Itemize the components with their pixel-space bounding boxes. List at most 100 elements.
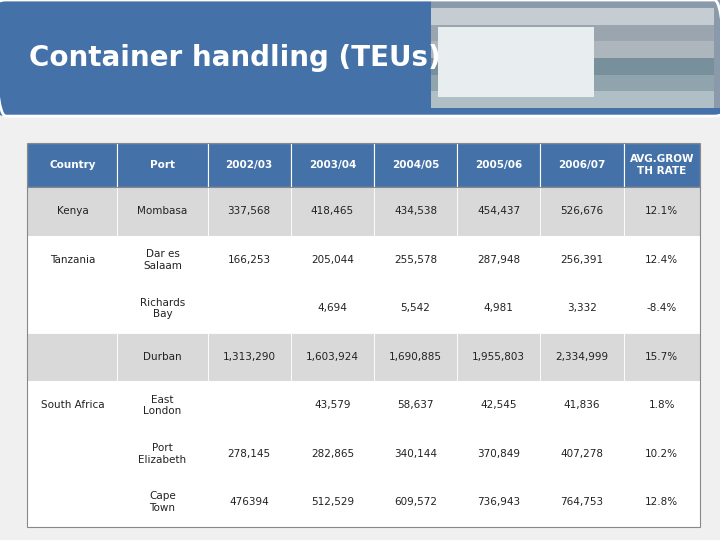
Bar	[374, 333, 457, 381]
Bar	[431, 91, 714, 108]
Bar	[27, 429, 117, 478]
Text: East
London: East London	[143, 395, 181, 416]
Bar	[207, 478, 291, 526]
Bar	[117, 429, 207, 478]
Bar	[541, 235, 624, 284]
Bar	[438, 27, 594, 97]
Text: 337,568: 337,568	[228, 206, 271, 217]
Text: 5,542: 5,542	[400, 303, 431, 313]
Bar	[374, 478, 457, 526]
Bar	[457, 381, 541, 429]
Text: 1,313,290: 1,313,290	[222, 352, 276, 362]
Text: 370,849: 370,849	[477, 449, 521, 459]
Text: 2006/07: 2006/07	[558, 160, 606, 170]
Bar	[291, 235, 374, 284]
Bar	[27, 235, 117, 284]
Bar	[431, 58, 714, 75]
Bar	[291, 429, 374, 478]
Text: Cape
Town: Cape Town	[149, 491, 176, 513]
Text: 407,278: 407,278	[560, 449, 603, 459]
Bar	[374, 284, 457, 333]
Text: 15.7%: 15.7%	[645, 352, 678, 362]
Text: 43,579: 43,579	[314, 400, 351, 410]
Text: 12.1%: 12.1%	[645, 206, 678, 217]
Bar	[374, 429, 457, 478]
Bar	[457, 187, 541, 235]
Bar	[291, 284, 374, 333]
Text: 166,253: 166,253	[228, 255, 271, 265]
Bar	[541, 143, 624, 187]
Bar	[624, 381, 700, 429]
Text: 609,572: 609,572	[394, 497, 437, 507]
Bar	[27, 143, 117, 187]
Bar	[374, 187, 457, 235]
Bar	[207, 333, 291, 381]
Bar	[117, 143, 207, 187]
Bar	[207, 143, 291, 187]
Text: 2,334,999: 2,334,999	[555, 352, 608, 362]
Text: 287,948: 287,948	[477, 255, 521, 265]
Bar	[27, 187, 117, 235]
Text: Container handling (TEUs): Container handling (TEUs)	[29, 44, 441, 72]
Bar	[117, 187, 207, 235]
Bar	[541, 429, 624, 478]
Text: 1,955,803: 1,955,803	[472, 352, 526, 362]
Bar	[117, 235, 207, 284]
Text: 1,690,885: 1,690,885	[389, 352, 442, 362]
Bar	[541, 333, 624, 381]
Bar	[117, 284, 207, 333]
Text: 512,529: 512,529	[311, 497, 354, 507]
Bar	[207, 381, 291, 429]
Bar	[374, 235, 457, 284]
Bar	[624, 187, 700, 235]
Text: 205,044: 205,044	[311, 255, 354, 265]
Text: 476394: 476394	[230, 497, 269, 507]
Bar	[624, 143, 700, 187]
Bar	[374, 381, 457, 429]
Text: 454,437: 454,437	[477, 206, 521, 217]
Bar	[431, 25, 714, 42]
Text: 340,144: 340,144	[394, 449, 437, 459]
Text: 1.8%: 1.8%	[649, 400, 675, 410]
Text: Port
Elizabeth: Port Elizabeth	[138, 443, 186, 464]
Bar	[207, 187, 291, 235]
Text: 255,578: 255,578	[394, 255, 437, 265]
Text: Durban: Durban	[143, 352, 182, 362]
Text: Port: Port	[150, 160, 175, 170]
Text: Richards
Bay: Richards Bay	[140, 298, 185, 319]
Bar	[624, 478, 700, 526]
Bar	[117, 333, 207, 381]
Bar	[457, 333, 541, 381]
Text: -8.4%: -8.4%	[647, 303, 677, 313]
Bar	[541, 187, 624, 235]
Bar	[207, 429, 291, 478]
Bar	[457, 235, 541, 284]
Text: 10.2%: 10.2%	[645, 449, 678, 459]
Text: 278,145: 278,145	[228, 449, 271, 459]
Text: Mombasa: Mombasa	[138, 206, 188, 217]
Bar	[431, 0, 720, 108]
Text: Kenya: Kenya	[57, 206, 89, 217]
Text: 3,332: 3,332	[567, 303, 597, 313]
Text: 2005/06: 2005/06	[475, 160, 523, 170]
Bar	[207, 284, 291, 333]
Bar	[624, 235, 700, 284]
Text: 2003/04: 2003/04	[309, 160, 356, 170]
Text: 2004/05: 2004/05	[392, 160, 439, 170]
FancyBboxPatch shape	[0, 0, 720, 116]
Bar	[541, 478, 624, 526]
Text: 12.4%: 12.4%	[645, 255, 678, 265]
Text: Dar es
Salaam: Dar es Salaam	[143, 249, 182, 271]
Bar	[27, 478, 117, 526]
Bar	[624, 429, 700, 478]
Bar	[374, 143, 457, 187]
Bar	[457, 478, 541, 526]
Text: 418,465: 418,465	[311, 206, 354, 217]
Bar	[457, 284, 541, 333]
Text: 4,694: 4,694	[318, 303, 347, 313]
Bar	[27, 381, 117, 429]
Bar	[431, 75, 714, 91]
Text: Tanzania: Tanzania	[50, 255, 95, 265]
Text: 12.8%: 12.8%	[645, 497, 678, 507]
Bar	[291, 187, 374, 235]
